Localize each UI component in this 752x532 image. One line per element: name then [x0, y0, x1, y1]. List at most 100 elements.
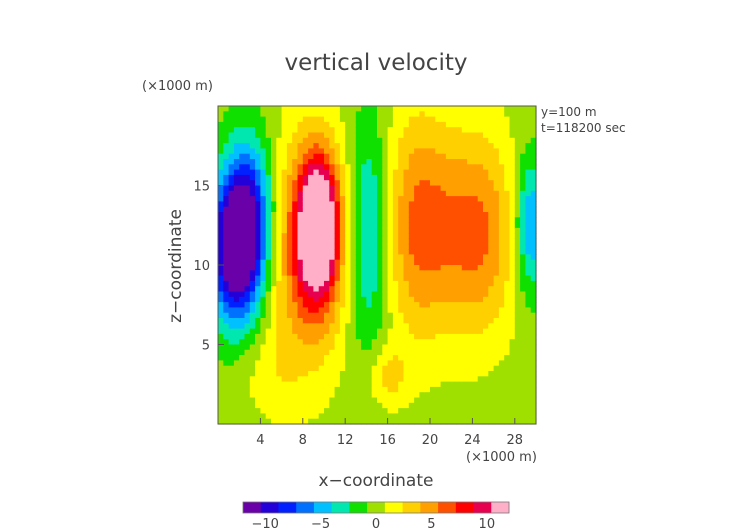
- heatmap-cell: [218, 121, 224, 128]
- heatmap-cell: [530, 418, 537, 425]
- heatmap-cell: [498, 307, 505, 314]
- heatmap-cell: [408, 148, 415, 155]
- heatmap-cell: [493, 259, 500, 266]
- heatmap-cell: [318, 355, 325, 361]
- heatmap-cell: [218, 169, 224, 176]
- heatmap-cell: [324, 259, 330, 266]
- heatmap-cell: [218, 275, 224, 282]
- heatmap-cell: [297, 265, 304, 271]
- heatmap-cell: [218, 349, 224, 356]
- heatmap-cell: [477, 185, 484, 192]
- heatmap-cell: [329, 291, 336, 298]
- heatmap-cell: [424, 418, 431, 425]
- heatmap-cell: [488, 169, 495, 176]
- heatmap-cell: [493, 270, 500, 277]
- heatmap-cell: [456, 169, 463, 176]
- heatmap-cell: [498, 249, 505, 255]
- heatmap-cell: [292, 148, 299, 155]
- heatmap-cell: [525, 323, 532, 330]
- heatmap-cell: [318, 106, 325, 112]
- heatmap-cell: [509, 328, 516, 335]
- heatmap-cell: [244, 275, 251, 282]
- heatmap-cell: [324, 238, 330, 245]
- heatmap-cell: [451, 339, 458, 346]
- heatmap-cell: [509, 132, 516, 139]
- heatmap-cell: [514, 143, 521, 149]
- heatmap-cell: [297, 365, 304, 372]
- heatmap-cell: [467, 408, 473, 414]
- heatmap-cell: [377, 185, 383, 192]
- heatmap-cell: [382, 121, 389, 128]
- heatmap-cell: [233, 169, 240, 176]
- heatmap-cell: [377, 376, 383, 383]
- heatmap-cell: [281, 212, 288, 218]
- heatmap-cell: [483, 190, 489, 197]
- colorbar-frame: [242, 501, 510, 514]
- heatmap-cell: [387, 386, 394, 393]
- heatmap-cell: [265, 174, 272, 181]
- heatmap-cell: [339, 302, 346, 308]
- heatmap-cell: [276, 392, 283, 399]
- heatmap-cell: [281, 127, 288, 134]
- heatmap-cell: [472, 307, 479, 314]
- heatmap-cell: [292, 249, 299, 255]
- heatmap-cell: [477, 127, 484, 134]
- heatmap-cell: [430, 307, 436, 314]
- heatmap-cell: [286, 392, 293, 399]
- heatmap-cell: [456, 339, 463, 346]
- heatmap-cell: [286, 371, 293, 377]
- heatmap-cell: [265, 143, 272, 149]
- heatmap-cell: [472, 164, 479, 171]
- heatmap-cell: [387, 227, 394, 234]
- heatmap-cell: [302, 355, 309, 361]
- heatmap-cell: [302, 106, 309, 112]
- heatmap-cell: [281, 291, 288, 298]
- heatmap-cell: [451, 365, 458, 372]
- heatmap-cell: [430, 265, 436, 271]
- heatmap-cell: [265, 222, 272, 229]
- heatmap-cell: [430, 159, 436, 165]
- heatmap-cell: [509, 137, 516, 144]
- heatmap-cell: [472, 302, 479, 308]
- heatmap-cell: [244, 376, 251, 383]
- heatmap-cell: [334, 323, 341, 330]
- heatmap-cell: [308, 392, 314, 399]
- heatmap-cell: [504, 190, 511, 197]
- heatmap-cell: [345, 280, 352, 287]
- heatmap-cell: [255, 164, 261, 171]
- heatmap-cell: [488, 402, 495, 409]
- heatmap-cell: [424, 106, 431, 112]
- heatmap-cell: [218, 291, 224, 298]
- heatmap-cell: [366, 227, 373, 234]
- heatmap-cell: [451, 402, 458, 409]
- heatmap-cell: [324, 402, 330, 409]
- heatmap-cell: [498, 296, 505, 303]
- heatmap-cell: [488, 174, 495, 181]
- heatmap-cell: [260, 344, 267, 351]
- heatmap-cell: [233, 392, 240, 399]
- heatmap-cell: [398, 333, 405, 340]
- heatmap-cell: [382, 344, 389, 351]
- heatmap-cell: [355, 392, 362, 399]
- heatmap-cell: [445, 280, 452, 287]
- heatmap-cell: [520, 392, 526, 399]
- heatmap-cell: [366, 381, 373, 388]
- heatmap-cell: [324, 360, 330, 367]
- heatmap-cell: [345, 190, 352, 197]
- heatmap-cell: [265, 333, 272, 340]
- heatmap-cell: [350, 132, 357, 139]
- heatmap-cell: [308, 328, 314, 335]
- heatmap-cell: [461, 227, 468, 234]
- heatmap-cell: [414, 243, 420, 250]
- heatmap-cell: [308, 339, 314, 346]
- heatmap-cell: [530, 174, 537, 181]
- heatmap-cell: [260, 418, 267, 425]
- heatmap-cell: [361, 169, 367, 176]
- heatmap-cell: [239, 371, 246, 377]
- heatmap-cell: [265, 355, 272, 361]
- heatmap-cell: [461, 312, 468, 319]
- heatmap-cell: [382, 413, 389, 420]
- heatmap-cell: [530, 196, 537, 202]
- heatmap-cell: [461, 243, 468, 250]
- heatmap-cell: [504, 355, 511, 361]
